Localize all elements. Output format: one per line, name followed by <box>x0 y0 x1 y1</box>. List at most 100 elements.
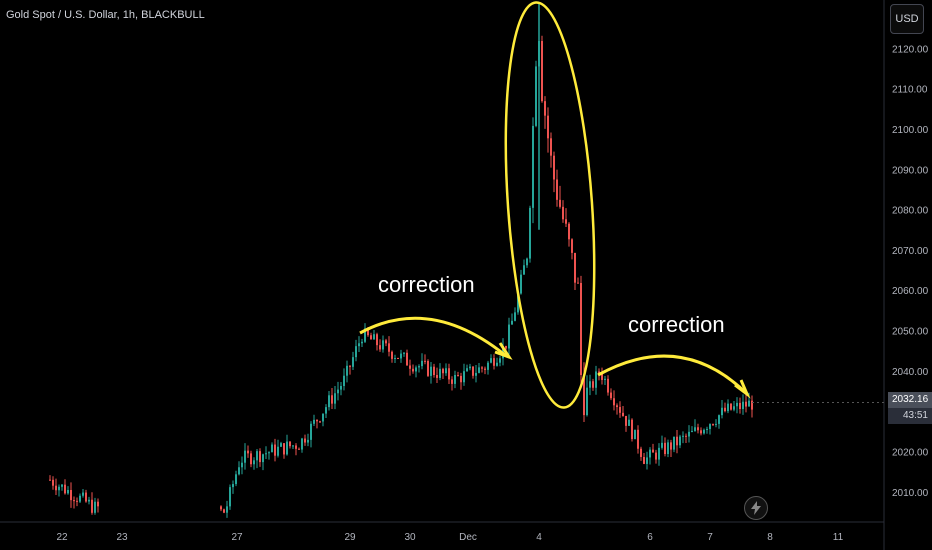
candle-body <box>463 371 465 383</box>
candle-body <box>379 345 381 350</box>
candle-body <box>664 442 666 455</box>
candle-body <box>427 360 429 376</box>
candle-body <box>487 362 489 370</box>
candle-body <box>334 393 336 404</box>
candle-body <box>304 438 306 443</box>
candle-body <box>550 138 552 156</box>
candle-body <box>697 427 699 431</box>
candle-body <box>97 501 99 507</box>
candle-body <box>625 415 627 426</box>
candle-body <box>418 366 420 368</box>
last-price: 2032.16 <box>888 392 932 408</box>
x-tick-label: 11 <box>833 532 844 543</box>
candle-body <box>562 206 564 220</box>
candle-body <box>745 401 747 407</box>
candle-body <box>508 324 510 349</box>
candle-body <box>601 374 603 380</box>
candle-body <box>649 449 651 458</box>
candle-body <box>658 447 660 460</box>
currency-button[interactable]: USD <box>890 4 924 34</box>
candle-body <box>82 492 84 496</box>
candle-body <box>91 499 93 513</box>
candle-body <box>460 375 462 383</box>
candle-body <box>685 435 687 437</box>
candle-body <box>724 407 726 412</box>
candle-body <box>586 387 588 416</box>
candle-body <box>718 415 720 424</box>
candle-body <box>436 374 438 378</box>
candle-body <box>412 368 414 372</box>
candle-body <box>448 368 450 380</box>
candle-body <box>568 223 570 240</box>
candle-body <box>349 365 351 367</box>
y-tick-label: 2060.00 <box>892 286 929 297</box>
candle-body <box>298 448 300 450</box>
candle-body <box>373 334 375 340</box>
candle-body <box>556 179 558 200</box>
candle-body <box>655 452 657 460</box>
candle-body <box>529 207 531 259</box>
candle-body <box>673 436 675 450</box>
candle-body <box>397 357 399 359</box>
candle-body <box>574 252 576 283</box>
candle-body <box>616 405 618 408</box>
candle-body <box>643 456 645 464</box>
candle-body <box>391 351 393 359</box>
candle-body <box>70 490 72 501</box>
x-tick-label: 29 <box>344 532 356 543</box>
candle-body <box>580 282 582 375</box>
candle-body <box>730 403 732 410</box>
lightning-bolt-icon[interactable] <box>744 496 768 520</box>
candle-body <box>565 219 567 224</box>
candle-body <box>727 403 729 412</box>
candle-body <box>232 484 234 488</box>
candle-body <box>295 445 297 449</box>
candle-body <box>454 374 456 384</box>
candle-body <box>670 442 672 450</box>
candle-body <box>595 371 597 388</box>
candle-body <box>226 506 228 513</box>
candle-body <box>220 506 222 510</box>
candle-body <box>628 419 630 426</box>
candle-body <box>61 484 63 487</box>
candle-body <box>370 335 372 340</box>
candle-body <box>322 413 324 422</box>
y-tick-label: 2050.00 <box>892 327 929 338</box>
candle-body <box>265 453 267 455</box>
bar-countdown: 43:51 <box>888 408 932 424</box>
candle-body <box>751 400 753 410</box>
candle-body <box>715 423 717 425</box>
candle-body <box>499 358 501 363</box>
candle-body <box>652 449 654 453</box>
x-tick-label: 8 <box>767 532 773 543</box>
candle-body <box>592 381 594 388</box>
candle-body <box>646 457 648 464</box>
arrowhead-left <box>494 342 513 360</box>
candle-body <box>331 395 333 404</box>
candle-body <box>307 439 309 443</box>
candle-body <box>691 430 693 432</box>
candle-body <box>277 446 279 456</box>
candle-body <box>385 340 387 344</box>
candle-body <box>619 407 621 413</box>
candle-body <box>607 378 609 393</box>
x-tick-label: 6 <box>647 532 653 543</box>
candle-body <box>400 353 402 359</box>
candle-body <box>382 340 384 350</box>
candle-body <box>76 500 78 502</box>
candle-body <box>364 328 366 342</box>
candle-body <box>235 474 237 485</box>
candle-body <box>748 400 750 407</box>
x-tick-label: 23 <box>116 532 128 543</box>
y-tick-label: 2070.00 <box>892 246 929 257</box>
candle-body <box>313 419 315 424</box>
y-tick-label: 2100.00 <box>892 125 929 136</box>
candle-body <box>271 444 273 453</box>
candle-body <box>514 312 516 321</box>
correction-arc-left <box>359 316 506 357</box>
x-tick-label: 7 <box>707 532 713 543</box>
candle-body <box>631 419 633 440</box>
candle-body <box>319 421 321 423</box>
candle-body <box>409 365 411 369</box>
